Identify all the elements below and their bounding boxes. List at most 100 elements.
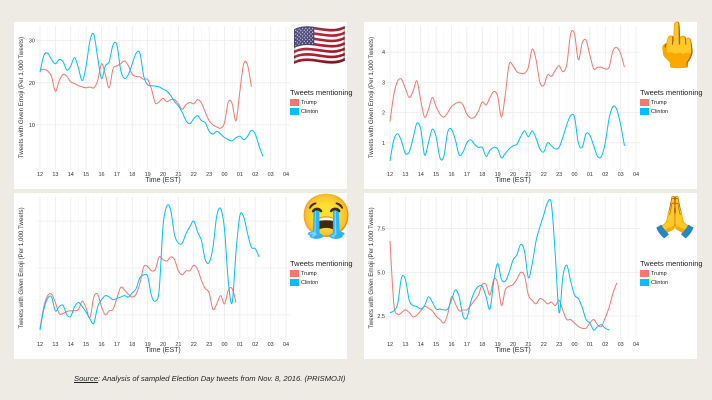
x-tick-label: 13 [52,342,58,348]
x-tick-label: 15 [433,342,439,348]
x-tick-label: 17 [464,342,470,348]
series-line-trump [389,240,618,330]
legend-item-trump: Trump [290,270,353,277]
series-line-clinton [389,198,610,331]
legend: Tweets mentioning Trump Clinton [290,88,353,117]
legend-label: Trump [301,99,317,106]
y-axis-label: Tweets with Given Emoji (Per 1,000 Tweet… [368,207,375,328]
x-tick-label: 04 [283,172,289,178]
x-tick-label: 18 [479,342,485,348]
us-flag-emoji: 🇺🇸 [292,21,347,70]
series-line-clinton [39,32,264,157]
x-tick-label: 14 [418,172,424,178]
x-tick-label: 18 [479,172,485,178]
x-tick-label: 21 [525,172,531,178]
y-tick-label: 10 [29,123,35,129]
x-tick-label: 23 [206,172,212,178]
caption-source-label: Source [74,374,99,383]
x-tick-label: 01 [587,342,593,348]
x-tick-label: 02 [602,172,608,178]
legend-item-trump: Trump [640,270,703,277]
legend-label: Trump [651,99,667,106]
x-tick-label: 00 [571,342,577,348]
legend-label: Clinton [301,279,319,286]
x-tick-label: 18 [129,172,135,178]
x-tick-label: 21 [525,342,531,348]
series-line-trump [39,60,252,129]
y-tick-label: 2 [382,111,385,117]
series-line-trump [389,30,625,122]
y-tick-label: 20 [29,81,35,87]
x-tick-label: 18 [129,342,135,348]
chart-panel-middle-finger: 1 2 3 4 12 13 14 15 16 17 18 19 20 21 22 23 00 01 02 03 04 Ti… [364,22,705,189]
x-tick-label: 21 [175,172,181,178]
x-tick-label: 22 [541,172,547,178]
legend-swatch-clinton [290,108,299,115]
chart-svg: 12 13 14 15 16 17 18 19 20 21 22 23 00 01 02 03 04 Time (… [18,197,290,354]
x-tick-label: 21 [175,342,181,348]
x-tick-label: 17 [114,172,120,178]
legend-label: Trump [301,270,317,277]
x-tick-label: 01 [237,172,243,178]
x-tick-label: 16 [448,172,454,178]
chart-panel-us-flag: 10 20 30 12 13 14 15 16 17 18 19 20 21 22 23 00 01 02 03 04… [14,21,353,189]
x-tick-label: 12 [37,342,43,348]
y-tick-label: 2.5 [377,314,385,320]
x-tick-label: 00 [571,172,577,178]
x-axis-label: Time (EST) [145,347,181,354]
x-tick-label: 19 [145,342,151,348]
x-tick-label: 16 [448,342,454,348]
x-tick-label: 19 [495,172,501,178]
x-tick-label: 13 [402,342,408,348]
x-tick-label: 22 [191,342,197,348]
x-tick-label: 13 [402,172,408,178]
x-tick-label: 20 [160,342,166,348]
chart-svg: 10 20 30 12 13 14 15 16 17 18 19 20 21 22 23 00 01 02 03 04… [18,26,290,184]
loudly-crying-face-emoji: 😭 [300,192,353,239]
x-tick-label: 02 [252,172,258,178]
x-tick-label: 20 [160,172,166,178]
x-tick-label: 22 [191,172,197,178]
y-tick-label: 4 [382,50,385,56]
series-line-trump [39,256,237,329]
x-tick-label: 13 [52,172,58,178]
x-tick-label: 19 [145,172,151,178]
x-tick-label: 04 [283,342,289,348]
legend-item-trump: Trump [290,99,353,106]
x-tick-label: 20 [510,172,516,178]
x-tick-label: 14 [418,342,424,348]
x-tick-label: 03 [618,172,624,178]
y-tick-label: 1 [382,141,385,147]
legend: Tweets mentioning Trump Clinton [640,259,703,288]
legend-swatch-clinton [290,279,299,286]
middle-finger-emoji: 🖕 [650,21,705,70]
legend: Tweets mentioning Trump Clinton [640,88,703,117]
legend-item-trump: Trump [640,99,703,106]
chart-panel-crying-face: 12 13 14 15 16 17 18 19 20 21 22 23 00 01 02 03 04 Time (… [14,193,353,359]
x-tick-label: 14 [68,342,74,348]
x-tick-label: 16 [98,342,104,348]
legend-item-clinton: Clinton [640,279,703,286]
legend-item-clinton: Clinton [640,108,703,115]
y-tick-label: 3 [382,80,385,86]
x-tick-label: 03 [268,172,274,178]
legend-label: Trump [651,270,667,277]
x-tick-label: 14 [68,172,74,178]
legend-swatch-trump [640,99,649,106]
x-tick-label: 04 [633,172,639,178]
x-tick-label: 17 [114,342,120,348]
caption: Source: Analysis of sampled Election Day… [74,374,345,383]
x-tick-label: 22 [541,342,547,348]
legend-item-clinton: Clinton [290,279,353,286]
y-tick-label: 7.5 [377,227,385,233]
legend-title: Tweets mentioning [640,88,703,97]
folded-hands-emoji: 🙏 [650,195,700,239]
chart-svg: 2.5 5.0 7.5 12 13 14 15 16 17 18 19 20 21 22 23 00 01 02 0… [368,197,640,354]
x-tick-label: 12 [37,172,43,178]
x-tick-label: 23 [556,172,562,178]
y-axis-label: Tweets with Given Emoji (Per 1,000 Tweet… [18,37,25,158]
x-tick-label: 16 [98,172,104,178]
legend: Tweets mentioning Trump Clinton [290,259,353,288]
y-tick-label: 5.0 [377,270,385,276]
